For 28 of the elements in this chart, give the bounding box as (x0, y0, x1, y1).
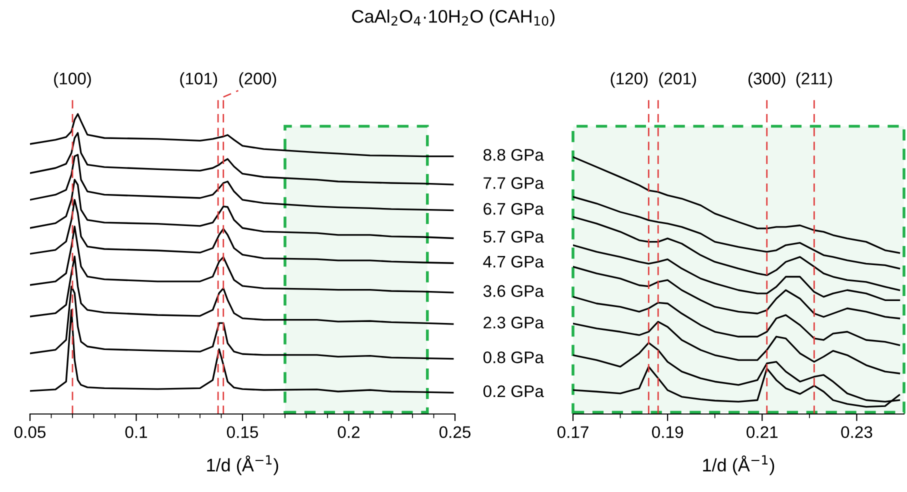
series-label: 0.8 GPa (483, 351, 544, 364)
x-tick-label: 0.25 (439, 426, 471, 438)
text: (300) (748, 72, 786, 88)
x-tick-label: 0.15 (226, 426, 258, 438)
x-tick-label: 0.21 (746, 426, 778, 438)
x-tick-label: 0.23 (841, 426, 872, 438)
text: (120) (610, 72, 648, 88)
series-label: 8.8 GPa (484, 148, 544, 161)
series-label: 2.3 GPa (484, 316, 544, 328)
chart-title: CaAl$_{2}$O$_{4}$·10H$_{2}$O (CAH$_{10}$) (352, 10, 554, 26)
x-tick-label: 0.05 (14, 426, 46, 438)
text: (211) (796, 72, 832, 88)
text: (101) (180, 72, 218, 88)
series-label: 5.7 GPa (483, 230, 544, 243)
x-tick-label: 0.17 (557, 426, 588, 438)
series-label: 7.7 GPa (484, 177, 544, 189)
series-label: 4.7 GPa (483, 256, 544, 268)
x-axis-title: 1/d (Å$^{−1}$) (207, 455, 278, 476)
series-label: 6.7 GPa (484, 202, 544, 215)
x-tick-label: 0.2 (338, 426, 360, 438)
x-axis-title: 1/d (Å$^{−1}$) (703, 455, 774, 476)
series-label: 0.2 GPa (483, 385, 544, 398)
text: (200) (239, 72, 276, 88)
text: (201) (659, 72, 696, 88)
series-label: 3.6 GPa (483, 285, 544, 297)
x-tick-label: 0.1 (125, 426, 148, 438)
x-tick-label: 0.19 (652, 426, 683, 438)
text: (100) (54, 72, 91, 88)
